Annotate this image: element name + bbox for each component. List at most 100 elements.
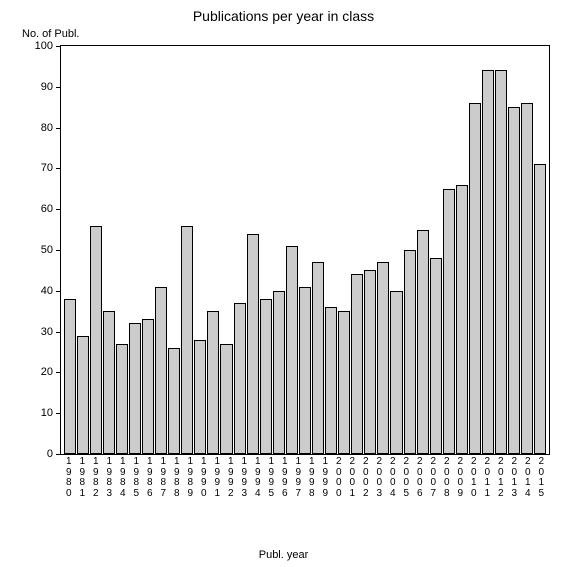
bar <box>417 230 429 454</box>
y-tick-label: 0 <box>47 448 53 460</box>
x-tick-label: 1990 <box>197 457 211 499</box>
bar <box>469 103 481 454</box>
bar <box>508 107 520 454</box>
x-tick-label: 1985 <box>130 457 144 499</box>
x-tick-label: 1996 <box>278 457 292 499</box>
x-tick-label: 2011 <box>481 457 495 499</box>
y-tick <box>56 250 61 251</box>
bar <box>234 303 246 454</box>
bar <box>299 287 311 454</box>
y-tick <box>56 454 61 455</box>
bar <box>338 311 350 454</box>
x-tick-label: 2004 <box>386 457 400 499</box>
x-tick-label: 1988 <box>170 457 184 499</box>
chart-title: Publications per year in class <box>0 8 567 24</box>
x-tick-label: 2002 <box>359 457 373 499</box>
bar <box>286 246 298 454</box>
bar <box>247 234 259 454</box>
x-tick-label: 1998 <box>305 457 319 499</box>
bar <box>142 319 154 454</box>
bar <box>77 336 89 454</box>
y-tick-label: 30 <box>41 326 53 338</box>
x-axis-labels: 1980198119821983198419851986198719881989… <box>60 457 550 499</box>
y-tick-label: 10 <box>41 407 53 419</box>
y-tick <box>56 128 61 129</box>
bar <box>312 262 324 454</box>
bar <box>103 311 115 454</box>
y-tick <box>56 209 61 210</box>
y-tick-label: 100 <box>35 40 53 52</box>
x-tick-label: 2007 <box>427 457 441 499</box>
bar <box>325 307 337 454</box>
bar <box>260 299 272 454</box>
x-axis-title: Publ. year <box>0 549 567 561</box>
x-tick-label: 1993 <box>238 457 252 499</box>
x-tick-label: 1983 <box>103 457 117 499</box>
bar <box>220 344 232 454</box>
x-tick-label: 1995 <box>265 457 279 499</box>
x-tick-label: 1984 <box>116 457 130 499</box>
bar <box>155 287 167 454</box>
y-tick-label: 90 <box>41 81 53 93</box>
bar <box>456 185 468 454</box>
bar <box>351 274 363 454</box>
x-tick-label: 2005 <box>400 457 414 499</box>
bar <box>482 70 494 454</box>
bar <box>90 226 102 454</box>
x-tick-label: 1997 <box>292 457 306 499</box>
y-tick <box>56 291 61 292</box>
bar <box>116 344 128 454</box>
bar <box>364 270 376 454</box>
x-tick-label: 2000 <box>332 457 346 499</box>
bar <box>207 311 219 454</box>
x-tick-label: 2006 <box>413 457 427 499</box>
x-tick-label: 2010 <box>467 457 481 499</box>
bar <box>64 299 76 454</box>
x-tick-label: 2003 <box>373 457 387 499</box>
y-tick-label: 40 <box>41 285 53 297</box>
bar <box>129 323 141 454</box>
x-tick-label: 1981 <box>76 457 90 499</box>
y-tick <box>56 168 61 169</box>
x-tick-label: 1989 <box>184 457 198 499</box>
y-tick-label: 70 <box>41 162 53 174</box>
x-tick-label: 2009 <box>454 457 468 499</box>
bar <box>534 164 546 454</box>
chart-container: Publications per year in class No. of Pu… <box>0 0 567 567</box>
x-tick-label: 2014 <box>521 457 535 499</box>
bar <box>273 291 285 454</box>
bar <box>404 250 416 454</box>
x-tick-label: 2001 <box>346 457 360 499</box>
bar <box>377 262 389 454</box>
x-tick-label: 2012 <box>494 457 508 499</box>
bar <box>390 291 402 454</box>
bar <box>194 340 206 454</box>
bar <box>495 70 507 454</box>
x-tick-label: 2008 <box>440 457 454 499</box>
x-tick-label: 1987 <box>157 457 171 499</box>
bar <box>521 103 533 454</box>
y-tick-label: 60 <box>41 203 53 215</box>
y-tick-label: 80 <box>41 122 53 134</box>
y-tick-label: 50 <box>41 244 53 256</box>
x-tick-label: 1999 <box>319 457 333 499</box>
x-tick-label: 1994 <box>251 457 265 499</box>
x-tick-label: 1982 <box>89 457 103 499</box>
x-tick-label: 1992 <box>224 457 238 499</box>
y-tick-label: 20 <box>41 366 53 378</box>
bar <box>430 258 442 454</box>
bars-group <box>61 46 549 454</box>
y-axis-title: No. of Publ. <box>22 28 79 40</box>
y-tick <box>56 46 61 47</box>
bar <box>168 348 180 454</box>
x-tick-label: 1980 <box>62 457 76 499</box>
y-tick <box>56 413 61 414</box>
x-tick-label: 1986 <box>143 457 157 499</box>
x-tick-label: 2013 <box>508 457 522 499</box>
y-tick <box>56 87 61 88</box>
bar <box>181 226 193 454</box>
bar <box>443 189 455 454</box>
plot-area: 0102030405060708090100 <box>60 45 550 455</box>
x-tick-label: 2015 <box>535 457 549 499</box>
x-tick-label: 1991 <box>211 457 225 499</box>
